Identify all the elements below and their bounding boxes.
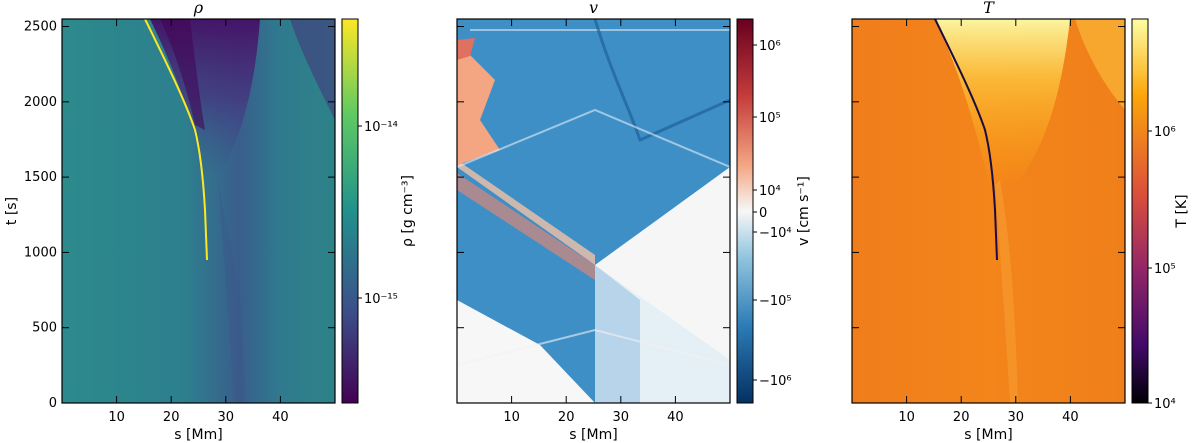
density-panel <box>62 19 335 403</box>
density-y-tick-label: 1000 <box>24 245 57 260</box>
velocity-colorbar-tick-label: 0 <box>759 206 767 221</box>
temperature-thread-curve <box>934 18 998 261</box>
density-y-tick-label: 2000 <box>24 95 57 110</box>
velocity-x-tick-label: 30 <box>613 410 630 425</box>
velocity-x-tick-label: 40 <box>667 410 684 425</box>
velocity-colorbar-tick-label: 10⁴ <box>759 184 781 199</box>
velocity-plot-frame <box>456 18 731 404</box>
velocity-heatmap <box>457 19 730 403</box>
temperature-colorbar-tick-label: 10⁶ <box>1154 125 1176 140</box>
density-x-tick-label: 30 <box>218 410 235 425</box>
temperature-x-tick-label: 10 <box>898 410 915 425</box>
velocity-colorbar-tick-label: −10⁴ <box>759 226 792 241</box>
temperature-colorbar-label: T [K] <box>1174 194 1190 228</box>
density-y-tick-label: 500 <box>32 321 57 336</box>
temperature-panel <box>852 19 1125 403</box>
density-y-axis-label: t [s] <box>4 197 20 225</box>
velocity-colorbar-tick-label: −10⁶ <box>759 374 792 389</box>
chart-axes-layer: ρ 10 20 30 40 s [Mm] 0 500 1000 1500 2000 2500 t [s]… <box>4 0 1190 443</box>
velocity-title: v <box>589 0 598 17</box>
temperature-colorbar-tick-label: 10⁵ <box>1154 262 1176 277</box>
density-title: ρ <box>193 0 204 17</box>
density-heatmap <box>62 19 335 403</box>
density-y-tick-label: 1500 <box>24 170 57 185</box>
density-colorbar-tick-label: 10⁻¹⁴ <box>364 120 398 135</box>
density-x-axis-label: s [Mm] <box>174 427 222 443</box>
velocity-x-axis-label: s [Mm] <box>569 427 617 443</box>
velocity-colorbar-tick-label: 10⁶ <box>759 39 781 54</box>
temperature-heatmap <box>852 19 1125 403</box>
temperature-colorbar <box>1131 18 1149 404</box>
density-x-tick-label: 10 <box>108 410 125 425</box>
temperature-plot-frame <box>851 18 1126 404</box>
velocity-x-tick-label: 20 <box>558 410 575 425</box>
velocity-colorbar-label: v [cm s⁻¹] <box>796 176 812 246</box>
density-colorbar-tick-label: 10⁻¹⁵ <box>364 292 398 307</box>
temperature-x-tick-label: 40 <box>1062 410 1079 425</box>
density-x-tick-label: 40 <box>272 410 289 425</box>
temperature-x-tick-label: 30 <box>1008 410 1025 425</box>
density-y-tick-label: 2500 <box>24 20 57 35</box>
density-thread-curve <box>144 18 208 261</box>
temperature-x-axis-label: s [Mm] <box>964 427 1012 443</box>
density-x-tick-label: 20 <box>163 410 180 425</box>
temperature-colorbar-tick-label: 10⁴ <box>1154 397 1176 412</box>
density-plot-frame <box>61 18 336 404</box>
density-colorbar-label: ρ [g cm⁻³] <box>400 175 416 247</box>
temperature-title: T <box>983 0 995 17</box>
velocity-colorbar-tick-label: 10⁵ <box>759 111 781 126</box>
density-y-tick-label: 0 <box>49 396 57 411</box>
velocity-colorbar-tick-label: −10⁵ <box>759 294 792 309</box>
velocity-colorbar <box>736 18 754 404</box>
density-colorbar <box>341 18 359 404</box>
velocity-x-tick-label: 10 <box>503 410 520 425</box>
temperature-x-tick-label: 20 <box>953 410 970 425</box>
velocity-panel <box>457 19 730 403</box>
